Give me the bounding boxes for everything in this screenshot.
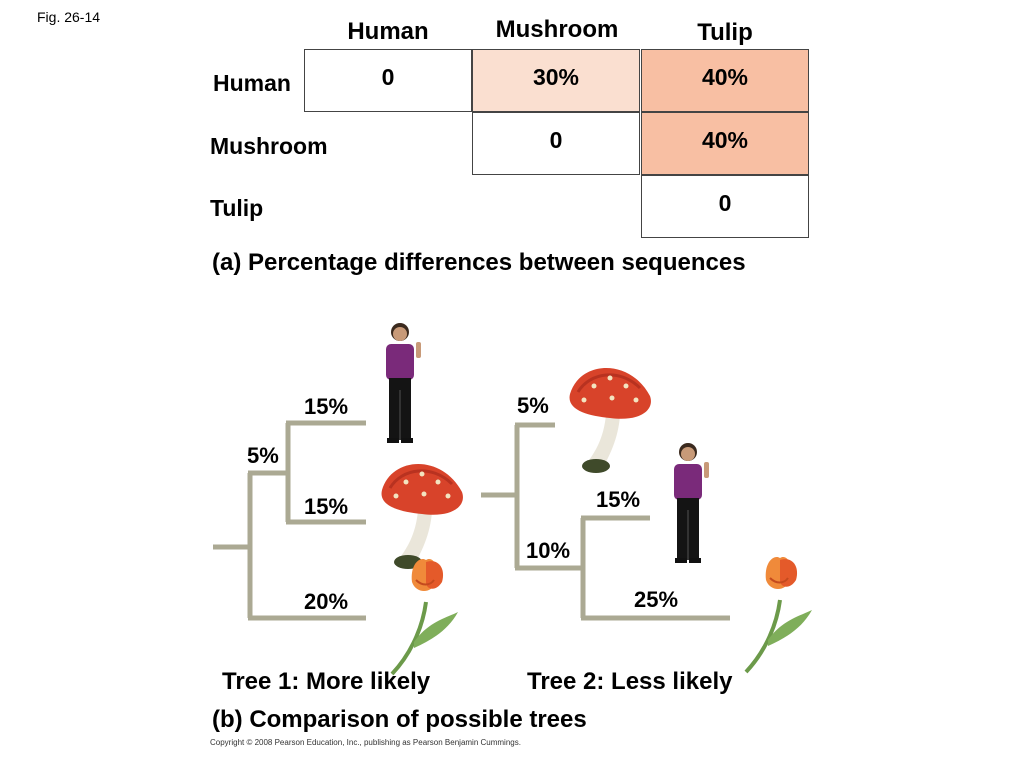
cell-tulip-tulip: 0 [641, 175, 809, 238]
tree1-branch-tulip-label: 20% [304, 589, 349, 614]
cell-human-tulip: 40% [641, 49, 809, 112]
tree1-label: Tree 1: More likely [222, 668, 431, 695]
copyright-notice: Copyright © 2008 Pearson Education, Inc.… [210, 738, 521, 747]
caption-a: (a) Percentage differences between seque… [212, 249, 746, 276]
person-icon [674, 443, 709, 563]
row-label-tulip: Tulip [210, 195, 264, 221]
figure-label: Fig. 26-14 [37, 9, 101, 25]
tree2-branch-tulip-label: 25% [634, 587, 679, 612]
cell-human-human: 0 [304, 49, 472, 112]
column-header-tulip: Tulip [697, 19, 753, 46]
mushroom-icon [380, 462, 465, 571]
tree1-branches [213, 420, 366, 621]
tree2-branch-inner-label: 10% [526, 538, 571, 563]
mushroom-icon [568, 366, 653, 475]
column-header-human: Human [347, 18, 429, 45]
tree2-branch-human-label: 15% [596, 487, 641, 512]
tree2-label: Tree 2: Less likely [527, 668, 733, 695]
cell-human-mushroom: 30% [472, 49, 640, 112]
tree2-branch-mushroom-label: 5% [517, 393, 549, 418]
cell-mushroom-mushroom: 0 [472, 112, 640, 175]
tulip-icon [744, 554, 814, 674]
row-label-mushroom: Mushroom [210, 133, 328, 159]
cell-mushroom-tulip: 40% [641, 112, 809, 175]
tulip-icon [390, 556, 460, 676]
row-label-human: Human [213, 70, 291, 96]
tree1-branch-human-label: 15% [304, 394, 349, 419]
caption-b: (b) Comparison of possible trees [212, 706, 587, 733]
tree1-branch-inner-label: 5% [247, 443, 279, 468]
tree1-branch-mushroom-label: 15% [304, 494, 349, 519]
column-header-mushroom: Mushroom [495, 16, 619, 43]
tree2-branches [481, 422, 730, 621]
person-icon [386, 323, 421, 443]
